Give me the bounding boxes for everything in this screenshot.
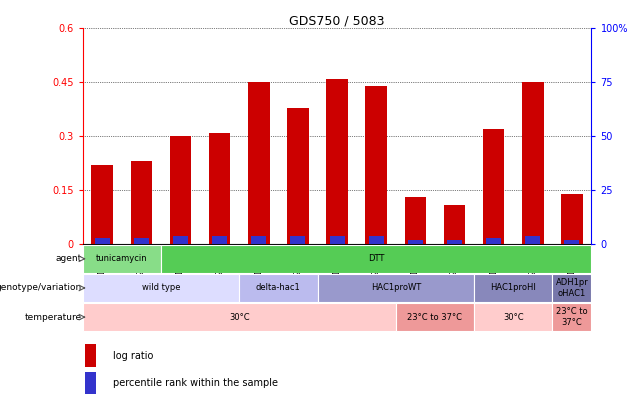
Bar <box>486 238 501 244</box>
Bar <box>326 79 348 244</box>
Text: DTT: DTT <box>368 254 384 263</box>
Text: delta-hac1: delta-hac1 <box>256 284 301 292</box>
Text: log ratio: log ratio <box>113 351 153 361</box>
Bar <box>317 274 474 302</box>
Bar <box>173 236 188 244</box>
Text: wild type: wild type <box>142 284 180 292</box>
Bar <box>170 136 191 244</box>
Bar <box>561 194 583 244</box>
Bar <box>447 240 462 244</box>
Bar <box>552 274 591 302</box>
Bar <box>552 303 591 331</box>
Bar <box>83 245 161 273</box>
Bar <box>474 303 552 331</box>
Bar <box>369 236 384 244</box>
Bar <box>483 129 504 244</box>
Text: ADH1pr
oHAC1: ADH1pr oHAC1 <box>555 278 588 298</box>
Bar <box>130 162 152 244</box>
Bar <box>404 198 426 244</box>
Text: 30°C: 30°C <box>229 313 249 322</box>
Text: genotype/variation: genotype/variation <box>0 284 82 292</box>
Bar <box>83 303 396 331</box>
Title: GDS750 / 5083: GDS750 / 5083 <box>289 14 385 27</box>
Bar <box>287 107 308 244</box>
Text: 23°C to 37°C: 23°C to 37°C <box>408 313 462 322</box>
Text: HAC1proHI: HAC1proHI <box>490 284 536 292</box>
Bar <box>329 236 345 244</box>
Bar <box>291 236 305 244</box>
Text: temperature: temperature <box>25 313 82 322</box>
Bar <box>525 236 541 244</box>
Text: percentile rank within the sample: percentile rank within the sample <box>113 378 278 388</box>
Bar <box>212 236 227 244</box>
Text: HAC1proWT: HAC1proWT <box>371 284 421 292</box>
Text: tunicamycin: tunicamycin <box>96 254 148 263</box>
Bar <box>522 82 544 244</box>
Bar <box>564 240 579 244</box>
Bar <box>248 82 270 244</box>
Bar <box>239 274 317 302</box>
Bar <box>161 245 591 273</box>
Bar <box>134 238 149 244</box>
Bar <box>444 205 466 244</box>
Bar <box>83 274 239 302</box>
Bar <box>209 133 230 244</box>
Text: 30°C: 30°C <box>503 313 523 322</box>
Bar <box>408 240 423 244</box>
Text: agent: agent <box>55 254 82 263</box>
Text: 23°C to
37°C: 23°C to 37°C <box>556 307 588 327</box>
Bar <box>92 165 113 244</box>
Bar <box>85 344 96 367</box>
Bar <box>366 86 387 244</box>
Bar <box>474 274 552 302</box>
Bar <box>396 303 474 331</box>
Bar <box>251 236 266 244</box>
Bar <box>95 238 110 244</box>
Bar <box>85 372 96 394</box>
